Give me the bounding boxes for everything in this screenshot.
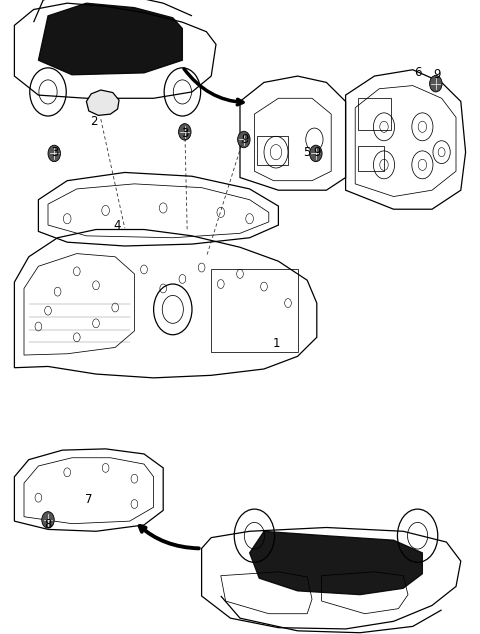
Circle shape: [179, 124, 191, 140]
Text: 3: 3: [51, 146, 59, 158]
Circle shape: [48, 145, 60, 162]
Polygon shape: [38, 3, 182, 75]
Text: 9: 9: [313, 146, 321, 158]
Polygon shape: [250, 531, 422, 595]
Circle shape: [42, 512, 54, 528]
Polygon shape: [86, 90, 119, 115]
Text: 3: 3: [181, 127, 189, 139]
Text: 6: 6: [414, 67, 421, 79]
Text: 1: 1: [272, 337, 280, 350]
Circle shape: [430, 75, 442, 92]
Text: 7: 7: [85, 493, 93, 506]
Text: 5: 5: [303, 146, 311, 158]
Circle shape: [310, 145, 322, 162]
Text: 2: 2: [90, 115, 97, 128]
Circle shape: [238, 131, 250, 148]
Text: 8: 8: [44, 519, 52, 531]
Text: 4: 4: [114, 219, 121, 231]
Text: 9: 9: [241, 133, 249, 146]
Text: 9: 9: [433, 68, 441, 81]
